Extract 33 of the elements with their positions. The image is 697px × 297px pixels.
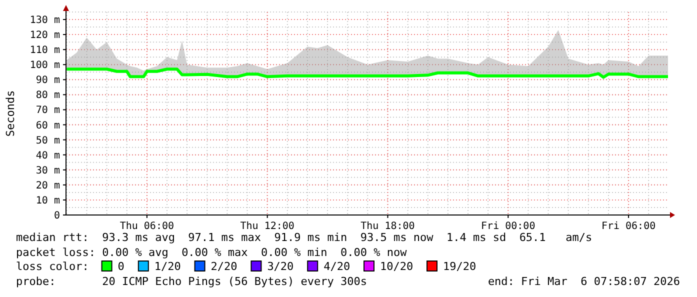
x-tick-label: Fri 00:00 bbox=[481, 221, 536, 232]
legend-label: 0 bbox=[118, 260, 124, 273]
y-tick-label: 80 m bbox=[36, 90, 60, 102]
x-tick-label: Fri 06:00 bbox=[601, 221, 656, 232]
y-tick-label: 130 m bbox=[30, 15, 60, 26]
y-tick-label: 120 m bbox=[30, 30, 60, 42]
y-tick-label: 100 m bbox=[30, 60, 60, 72]
text: end: Fri Mar 6 07:58:07 2026 bbox=[488, 275, 680, 288]
y-tick-label: 70 m bbox=[36, 105, 60, 116]
y-tick-label: 30 m bbox=[36, 165, 60, 176]
legend-label: 19/20 bbox=[443, 260, 476, 273]
legend-label: 2/20 bbox=[210, 260, 238, 273]
legend-label: 3/20 bbox=[267, 260, 294, 273]
y-tick-label: 10 m bbox=[36, 195, 60, 206]
text: probe: 20 ICMP Echo Pings (56 Bytes) every 300s bbox=[16, 275, 367, 288]
text: median rtt: 93.3 ms avg 97.1 ms max 91.9 ms min 93.5 ms now 1.4 ms sd 65.1 am/s bbox=[16, 231, 592, 244]
y-tick-label: 90 m bbox=[36, 75, 60, 86]
text: packet loss: 0.00 % avg 0.00 % max 0.00 % min 0.00 % now bbox=[16, 246, 408, 259]
y-tick-label: 0 bbox=[54, 210, 60, 222]
legend-label: 10/20 bbox=[380, 260, 414, 273]
legend-label: 1/20 bbox=[154, 260, 181, 273]
y-tick-label: 110 m bbox=[30, 45, 60, 56]
y-tick-label: 50 m bbox=[36, 135, 60, 146]
y-tick-label: 20 m bbox=[36, 180, 60, 192]
y-tick-label: 60 m bbox=[36, 120, 60, 132]
x-tick-label: Thu 18:00 bbox=[360, 221, 415, 232]
y-tick-label: 40 m bbox=[36, 150, 60, 162]
legend-title: loss color: bbox=[16, 260, 89, 273]
line-series bbox=[65, 68, 670, 79]
x-tick-label: Thu 12:00 bbox=[240, 221, 294, 232]
legend-label: 4/20 bbox=[324, 260, 350, 273]
x-tick-label: Thu 06:00 bbox=[120, 221, 174, 232]
y-axis-title: Seconds bbox=[4, 90, 17, 137]
